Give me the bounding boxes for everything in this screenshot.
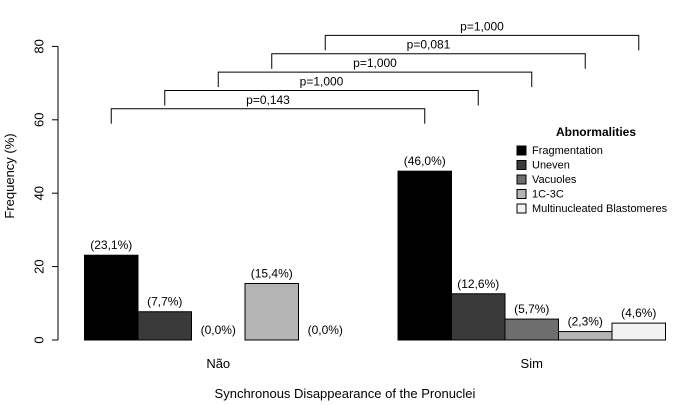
legend-entry-label: Fragmentation (532, 145, 603, 157)
legend-swatch (516, 189, 527, 199)
comparison-bracket (217, 71, 533, 88)
legend-swatch (516, 203, 527, 214)
legend-swatch (516, 145, 527, 156)
bar-value-label: (46,0%) (404, 154, 446, 168)
y-axis-label: Frequency (%) (2, 133, 17, 218)
x-axis-label: Synchronous Disappearance of the Pronucl… (215, 386, 476, 401)
bar-fragmentation (84, 254, 139, 341)
comparison-bracket (164, 89, 479, 106)
bar-fragmentation (397, 170, 452, 341)
p-value-label: p=0,081 (407, 38, 451, 52)
bar-1c-3c (558, 331, 613, 341)
y-tick-label: 60 (31, 113, 46, 127)
bar-value-label: (2,3%) (568, 315, 603, 329)
bar-value-label: (5,7%) (514, 302, 549, 316)
x-category-label: Não (206, 356, 230, 371)
legend-swatch (516, 174, 527, 185)
legend-entry-label: Multinucleated Blastomeres (532, 203, 668, 215)
p-value-label: p=1,000 (300, 74, 344, 88)
y-tick-label: 80 (31, 39, 46, 53)
bar-uneven (451, 293, 506, 341)
p-value-label: p=1,000 (460, 19, 504, 33)
comparison-bracket (271, 53, 586, 69)
y-tick-label: 0 (31, 336, 46, 343)
legend-entry-label: 1C-3C (532, 189, 564, 201)
legend-swatch (516, 160, 527, 170)
bar-value-label: (12,6%) (457, 277, 499, 291)
bar-value-label: (4,6%) (621, 306, 656, 320)
p-value-label: p=0,143 (246, 93, 290, 107)
comparison-bracket (110, 108, 426, 124)
bar-vacuoles (504, 318, 559, 341)
bar-value-label: (7,7%) (147, 295, 182, 309)
bar-value-label: (0,0%) (308, 323, 343, 337)
y-tick-label: 20 (31, 259, 46, 273)
bar-value-label: (23,1%) (90, 238, 132, 252)
legend-entry-label: Vacuoles (532, 174, 577, 186)
bar-value-label: (0,0%) (201, 323, 236, 337)
legend-entry-label: Uneven (532, 160, 570, 172)
p-value-label: p=1,000 (353, 56, 397, 70)
legend-title: Abnormalities (556, 125, 636, 139)
bar-uneven (137, 311, 192, 341)
x-category-label: Sim (521, 356, 543, 371)
y-tick-label: 40 (31, 186, 46, 200)
bar-1c-3c (244, 282, 299, 341)
bar-multinucleated-blastomeres (611, 322, 666, 341)
bar-value-label: (15,4%) (251, 266, 293, 280)
comparison-bracket (324, 34, 640, 51)
